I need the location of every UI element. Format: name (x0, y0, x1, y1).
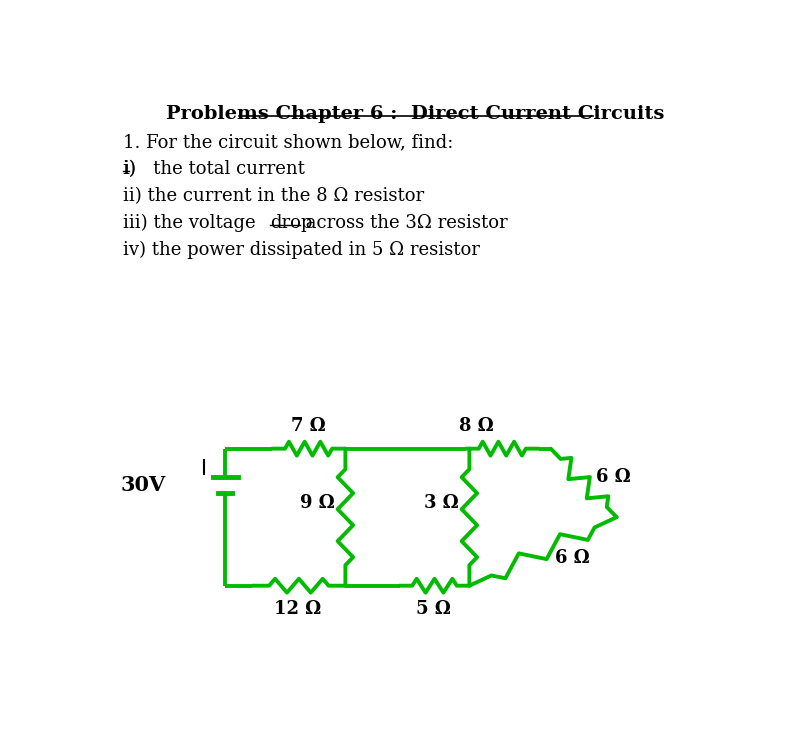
Text: 6 Ω: 6 Ω (556, 549, 590, 566)
Text: 12 Ω: 12 Ω (274, 599, 321, 618)
Text: 6 Ω: 6 Ω (596, 468, 631, 485)
Text: iv) the power dissipated in 5 Ω resistor: iv) the power dissipated in 5 Ω resistor (123, 241, 480, 259)
Text: drop: drop (271, 214, 313, 232)
Text: 7 Ω: 7 Ω (291, 417, 326, 435)
Text: across the 3Ω resistor: across the 3Ω resistor (300, 214, 507, 232)
Text: 1. For the circuit shown below, find:: 1. For the circuit shown below, find: (123, 133, 454, 151)
Text: 30V: 30V (121, 475, 166, 495)
Text: 9 Ω: 9 Ω (300, 495, 335, 513)
Text: iii) the voltage: iii) the voltage (123, 214, 262, 232)
Text: ii) the current in the 8 Ω resistor: ii) the current in the 8 Ω resistor (123, 186, 424, 205)
Text: 3 Ω: 3 Ω (424, 495, 458, 513)
Text: 8 Ω: 8 Ω (459, 417, 493, 435)
Text: i)   the total current: i) the total current (123, 160, 305, 178)
Text: i): i) (123, 160, 136, 178)
Text: 5 Ω: 5 Ω (416, 599, 450, 618)
Text: Problems Chapter 6 :  Direct Current Circuits: Problems Chapter 6 : Direct Current Circ… (166, 105, 664, 123)
